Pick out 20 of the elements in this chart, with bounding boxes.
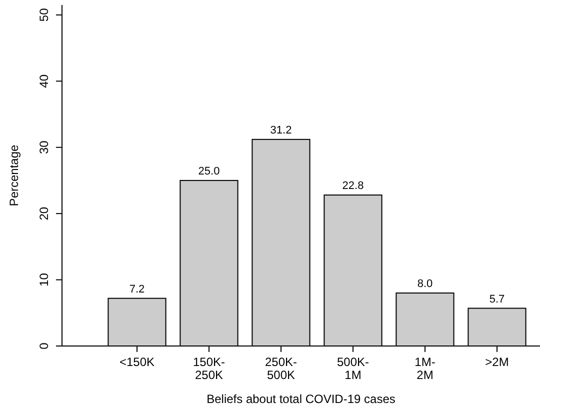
x-tick-label: 1M-2M: [414, 355, 436, 382]
y-tick-label: 50: [37, 8, 51, 22]
y-tick-label: 20: [37, 206, 51, 220]
x-tick-label: 250K-500K: [264, 355, 298, 382]
y-tick-label: 10: [37, 272, 51, 286]
y-axis-title: Percentage: [7, 144, 21, 206]
data-label: 31.2: [270, 124, 292, 136]
data-label: 5.7: [489, 293, 505, 306]
x-tick-label: >2M: [485, 355, 509, 369]
x-axis-title: Beliefs about total COVID-19 cases: [206, 392, 396, 406]
data-label: 25.0: [198, 165, 220, 178]
data-label: 8.0: [417, 278, 433, 290]
x-tick-label: 150K-250K: [192, 355, 226, 382]
x-tick-label: 500K-1M: [336, 355, 370, 382]
y-tick-label: 0: [37, 342, 51, 350]
x-tick-label: <150K: [119, 355, 155, 369]
y-tick-label: 30: [37, 140, 51, 154]
data-label: 22.8: [342, 180, 364, 192]
data-label: 7.2: [129, 283, 145, 296]
y-tick-label: 40: [37, 74, 51, 88]
